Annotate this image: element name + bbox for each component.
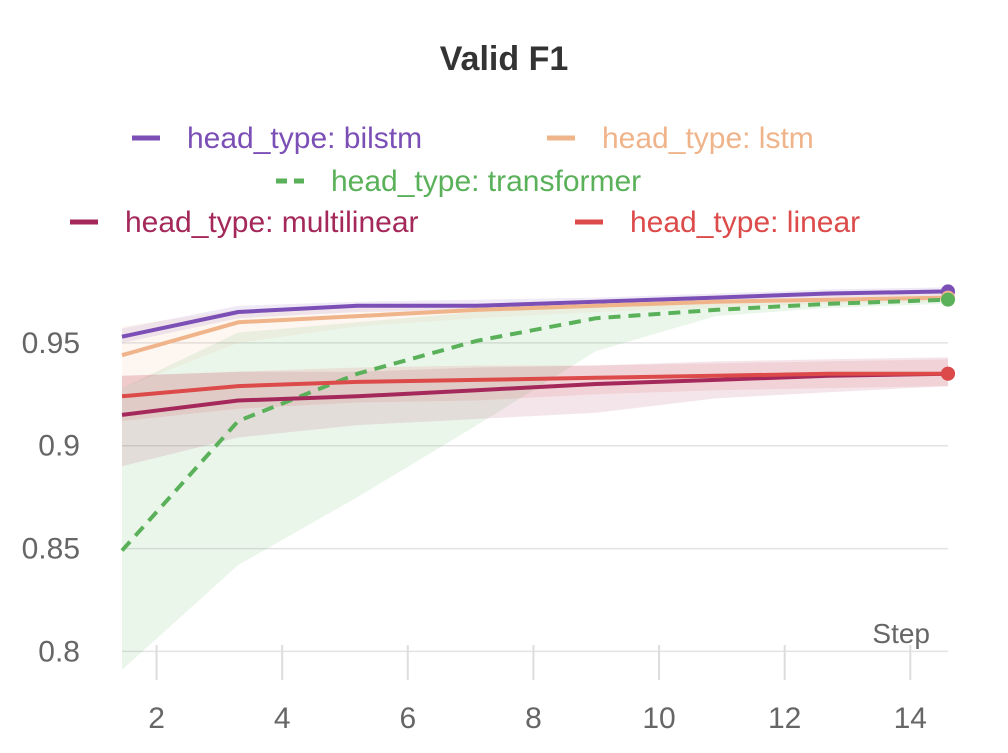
y-tick-label: 0.9 — [38, 430, 80, 463]
x-tick-label: 4 — [274, 702, 291, 735]
x-tick-label: 10 — [642, 702, 675, 735]
head-type-transformer-band — [122, 295, 948, 670]
x-axis-ticks: 2 4 6 8 10 12 14 — [148, 645, 927, 735]
y-tick-label: 0.95 — [22, 327, 80, 360]
y-tick-label: 0.8 — [38, 635, 80, 668]
series-lines — [120, 289, 949, 552]
head-type-transformer-endpoint — [941, 292, 955, 307]
y-tick-label: 0.85 — [22, 533, 80, 566]
confidence-bands — [122, 287, 948, 670]
x-axis-label: Step — [872, 618, 930, 649]
legend-label-head-type-lstm[interactable]: head_type: lstm — [602, 122, 814, 155]
head-type-lstm-line — [121, 295, 949, 358]
legend-label-head-type-linear[interactable]: head_type: linear — [630, 206, 860, 239]
chart-title: Valid F1 — [440, 40, 569, 78]
x-tick-label: 6 — [399, 702, 416, 735]
x-tick-label: 2 — [148, 702, 165, 735]
legend: head_type: bilstm head_type: lstm head_typ… — [70, 122, 860, 239]
head-type-transformer-line — [120, 297, 949, 552]
head-type-multilinear-line — [121, 371, 949, 417]
x-tick-label: 12 — [768, 702, 801, 735]
gridlines — [122, 342, 948, 653]
legend-label-head-type-multilinear[interactable]: head_type: multilinear — [125, 206, 419, 239]
head-type-bilstm-line — [121, 289, 949, 339]
head-type-linear-line — [121, 371, 948, 399]
y-axis-ticks: 0.8 0.85 0.9 0.95 — [22, 327, 80, 669]
x-tick-label: 8 — [525, 702, 542, 735]
legend-label-head-type-bilstm[interactable]: head_type: bilstm — [187, 122, 422, 155]
legend-label-head-type-transformer[interactable]: head_type: transformer — [331, 165, 641, 198]
series-endpoints — [941, 284, 955, 381]
x-tick-label: 14 — [894, 702, 927, 735]
head-type-lstm-band — [122, 291, 948, 389]
head-type-linear-endpoint — [941, 366, 955, 381]
